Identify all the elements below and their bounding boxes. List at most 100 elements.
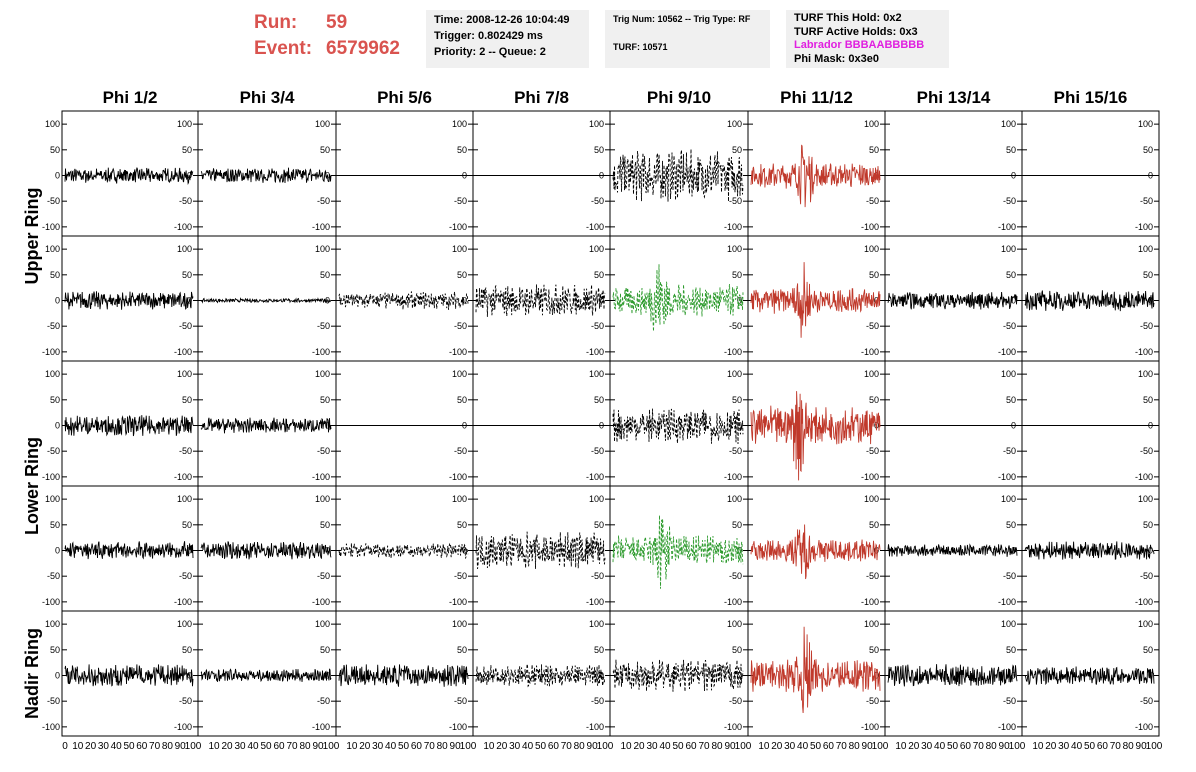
y-tick-label: -100 — [174, 597, 192, 607]
y-tick-label: 100 — [315, 369, 330, 379]
x-tick-label: 30 — [98, 741, 110, 752]
y-tick-label: -100 — [861, 472, 879, 482]
y-tick-label: 100 — [1138, 494, 1153, 504]
column-header: Phi 5/6 — [377, 88, 432, 107]
y-tick-label: -100 — [312, 722, 330, 732]
x-tick-label: 60 — [685, 741, 697, 752]
x-tick-label: 40 — [1071, 741, 1083, 752]
y-tick-label: 100 — [864, 494, 879, 504]
y-tick-label: -50 — [729, 696, 742, 706]
y-tick-label: -50 — [1003, 321, 1016, 331]
x-tick-label: 100 — [597, 741, 614, 752]
x-tick-label: 50 — [672, 741, 684, 752]
y-tick-label: 50 — [457, 645, 467, 655]
x-tick-label: 10 — [346, 741, 358, 752]
y-tick-label: -50 — [317, 446, 330, 456]
y-tick-label: -100 — [724, 347, 742, 357]
panel-frame — [884, 360, 1023, 487]
y-tick-label: 100 — [177, 619, 192, 629]
y-tick-label: 100 — [589, 369, 604, 379]
x-tick-label: 10 — [72, 741, 84, 752]
x-tick-label: 100 — [323, 741, 340, 752]
x-tick-label: 90 — [175, 741, 187, 752]
y-tick-label: -50 — [866, 571, 879, 581]
turf-info-box: TURF This Hold: 0x2 TURF Active Holds: 0… — [786, 10, 949, 68]
y-tick-label: 50 — [320, 145, 330, 155]
x-tick-label: 90 — [724, 741, 736, 752]
panel-frame — [609, 610, 749, 737]
y-tick-label: -100 — [1135, 222, 1153, 232]
trig-num-line: Trig Num: 10562 -- Trig Type: RF — [613, 14, 751, 24]
panel-frame — [335, 110, 474, 237]
y-tick-label: -50 — [591, 571, 604, 581]
x-tick-label: 100 — [185, 741, 202, 752]
column-header: Phi 1/2 — [103, 88, 158, 107]
y-tick-label: -50 — [454, 321, 467, 331]
y-tick-label: 100 — [452, 244, 467, 254]
y-tick-label: -50 — [729, 571, 742, 581]
y-tick-label: -50 — [1140, 446, 1153, 456]
y-tick-label: -100 — [449, 722, 467, 732]
y-tick-label: 0 — [325, 421, 330, 431]
y-tick-label: 50 — [1143, 645, 1153, 655]
waveform-trace — [475, 663, 606, 688]
panel-frame — [884, 110, 1023, 237]
y-tick-label: 50 — [457, 395, 467, 405]
waveform-trace — [338, 291, 469, 310]
y-tick-label: -100 — [449, 597, 467, 607]
y-tick-label: -100 — [312, 597, 330, 607]
waveform-trace — [612, 408, 744, 445]
y-tick-label: -50 — [317, 571, 330, 581]
x-tick-label: 60 — [1097, 741, 1109, 752]
y-tick-label: 100 — [45, 119, 60, 129]
y-tick-label: -50 — [1003, 446, 1016, 456]
x-tick-label: 60 — [823, 741, 835, 752]
x-tick-label: 30 — [784, 741, 796, 752]
ring-label: Lower Ring — [22, 437, 42, 535]
y-tick-label: 50 — [1143, 395, 1153, 405]
y-tick-label: 0 — [55, 171, 60, 181]
y-tick-label: 100 — [177, 494, 192, 504]
x-tick-label: 70 — [424, 741, 436, 752]
y-tick-label: 100 — [1138, 619, 1153, 629]
x-tick-label: 70 — [698, 741, 710, 752]
y-tick-label: 0 — [187, 421, 192, 431]
y-tick-label: -100 — [861, 347, 879, 357]
column-header: Phi 11/12 — [780, 88, 853, 107]
y-tick-label: -100 — [586, 222, 604, 232]
x-tick-label: 20 — [771, 741, 783, 752]
y-tick-label: -50 — [179, 196, 192, 206]
x-tick-label: 100 — [1146, 741, 1163, 752]
y-tick-label: 50 — [50, 270, 60, 280]
waveform-trace — [64, 167, 194, 186]
y-tick-label: 100 — [177, 119, 192, 129]
y-tick-label: -50 — [47, 321, 60, 331]
y-tick-label: 50 — [594, 520, 604, 530]
y-tick-label: -50 — [591, 321, 604, 331]
y-tick-label: 100 — [727, 494, 742, 504]
time-line: Time: 2008-12-26 10:04:49 — [434, 14, 570, 26]
y-tick-label: -100 — [861, 597, 879, 607]
y-tick-label: -50 — [1003, 196, 1016, 206]
y-tick-label: -50 — [454, 696, 467, 706]
y-tick-label: 50 — [1006, 395, 1016, 405]
waveform-trace — [887, 543, 1018, 557]
waveform-trace — [200, 297, 332, 304]
y-tick-label: 100 — [589, 244, 604, 254]
y-tick-label: -100 — [174, 722, 192, 732]
y-tick-label: -50 — [179, 696, 192, 706]
x-tick-label: 40 — [934, 741, 946, 752]
y-tick-label: 0 — [1011, 671, 1016, 681]
y-tick-label: 50 — [732, 395, 742, 405]
y-tick-label: -100 — [1135, 722, 1153, 732]
y-tick-label: 0 — [1148, 546, 1153, 556]
waveform-trace — [887, 291, 1018, 310]
y-tick-label: 100 — [1001, 619, 1016, 629]
run-number: 59 — [326, 12, 348, 33]
y-tick-label: -50 — [729, 446, 742, 456]
x-tick-label: 40 — [111, 741, 123, 752]
y-tick-label: -50 — [866, 196, 879, 206]
y-tick-label: 0 — [55, 296, 60, 306]
y-tick-label: 50 — [594, 395, 604, 405]
y-tick-label: 50 — [869, 645, 879, 655]
